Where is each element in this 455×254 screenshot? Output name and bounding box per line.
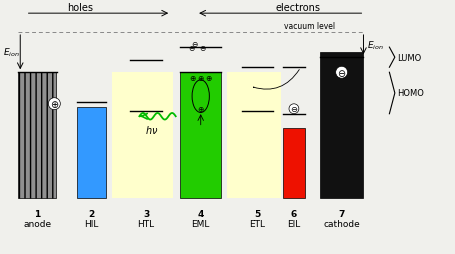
Text: $\ominus$: $\ominus$ [191, 40, 199, 49]
Text: $h\nu$: $h\nu$ [145, 123, 158, 136]
Bar [227, 73, 280, 198]
Text: $E_{ion}$: $E_{ion}$ [366, 39, 383, 52]
Text: 1: 1 [34, 210, 40, 218]
Text: 7: 7 [338, 210, 344, 218]
Text: HOMO: HOMO [397, 89, 424, 98]
Text: $\ominus$: $\ominus$ [199, 43, 207, 52]
Text: 2: 2 [88, 210, 95, 218]
Bar [180, 73, 221, 198]
Bar [282, 128, 304, 198]
Text: 3: 3 [143, 210, 149, 218]
Text: 4: 4 [197, 210, 203, 218]
Text: EML: EML [191, 219, 209, 228]
Text: vacuum level: vacuum level [283, 21, 335, 30]
Bar [112, 73, 173, 198]
Text: $\oplus$: $\oplus$ [197, 73, 204, 83]
Text: ETL: ETL [249, 219, 265, 228]
Text: $\ominus$: $\ominus$ [336, 68, 345, 78]
Text: HIL: HIL [84, 219, 99, 228]
Text: $\oplus$: $\oplus$ [50, 99, 59, 110]
Text: HTL: HTL [137, 219, 154, 228]
Text: 5: 5 [254, 210, 260, 218]
FancyArrowPatch shape [253, 70, 298, 90]
Bar [319, 53, 363, 198]
Text: LUMO: LUMO [397, 53, 421, 62]
Text: $\oplus$: $\oplus$ [188, 73, 196, 83]
Text: electrons: electrons [275, 3, 320, 13]
Text: $\ominus$: $\ominus$ [187, 43, 195, 52]
Text: $E_{ion}$: $E_{ion}$ [3, 47, 20, 59]
Bar [18, 73, 56, 198]
Bar [77, 108, 106, 198]
Text: anode: anode [23, 219, 51, 228]
Text: $\ominus$: $\ominus$ [289, 105, 298, 114]
Text: 6: 6 [290, 210, 296, 218]
Text: $\oplus$: $\oplus$ [197, 105, 204, 114]
Text: cathode: cathode [323, 219, 359, 228]
Text: $\oplus$: $\oplus$ [205, 73, 212, 83]
Text: EIL: EIL [287, 219, 300, 228]
Text: holes: holes [67, 3, 93, 13]
